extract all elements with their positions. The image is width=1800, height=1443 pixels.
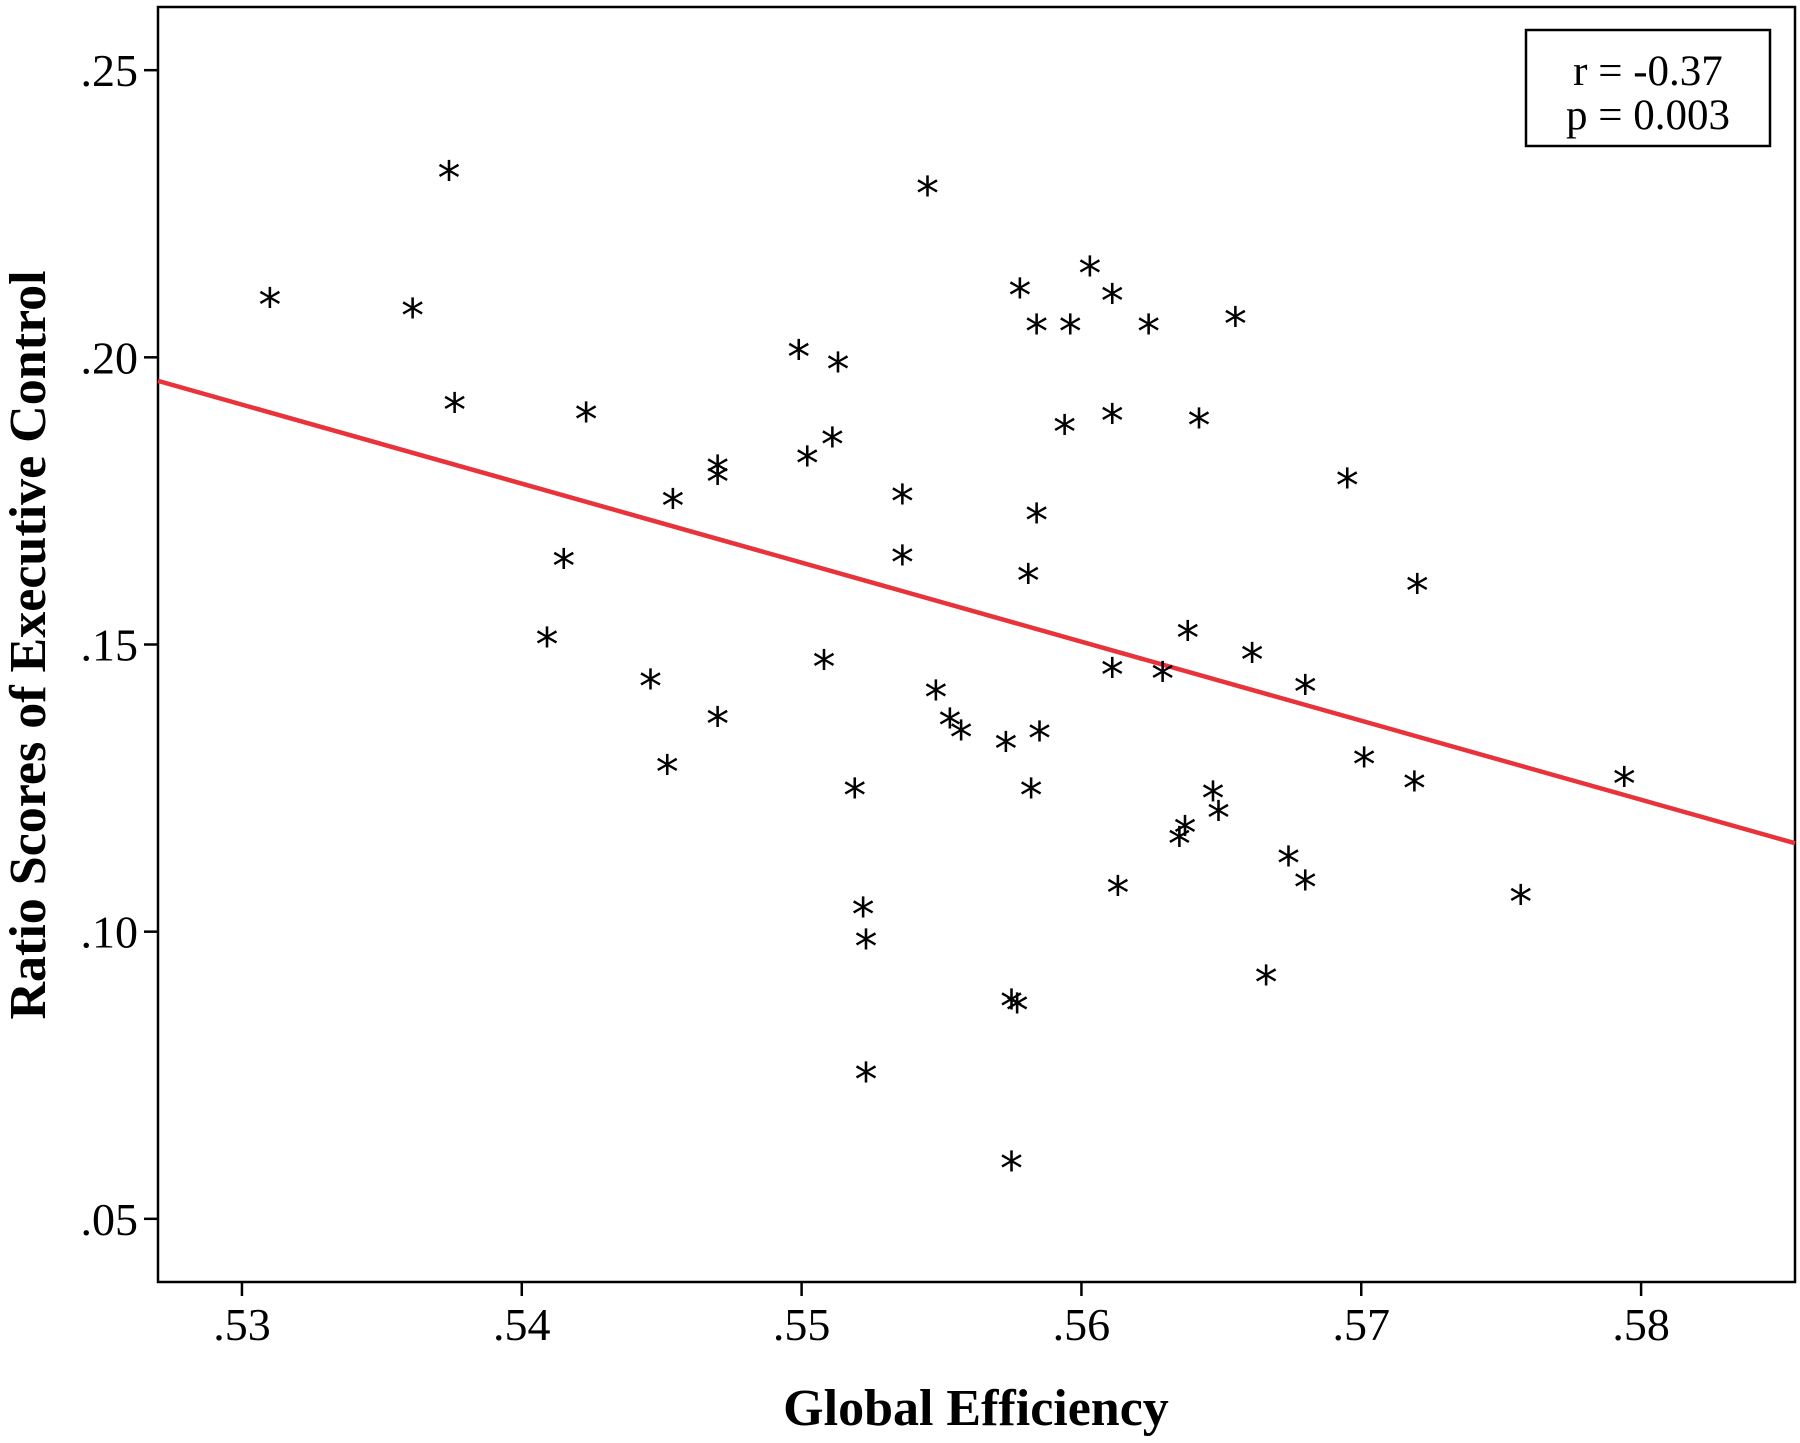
data-points: * *************************** ************… (258, 152, 1635, 1196)
data-point: * (1176, 612, 1199, 666)
data-point: * (1509, 875, 1532, 929)
y-tick-label: .15 (81, 620, 139, 671)
data-point: * (1277, 837, 1300, 891)
data-point: * (706, 697, 729, 751)
data-point: * (812, 640, 835, 694)
x-axis-title: Global Efficiency (783, 1380, 1169, 1437)
x-axis: .53 .54 .55 .56 .57 .58 (213, 1282, 1670, 1350)
data-point: * (821, 418, 844, 472)
data-point: * (1106, 867, 1129, 921)
data-point: * (924, 671, 947, 725)
data-point: * (706, 456, 729, 510)
data-point: * (1053, 406, 1076, 460)
data-point: * (1336, 459, 1359, 513)
data-point: * (575, 393, 598, 447)
data-point: * (1008, 269, 1031, 323)
data-point: * (438, 152, 461, 206)
data-point: * (891, 475, 914, 529)
data-point: * (1353, 738, 1376, 792)
correlation-r-text: r = -0.37 (1573, 48, 1723, 95)
stats-annotation: r = -0.37 p = 0.003 (1524, 28, 1772, 148)
data-point: * (552, 539, 575, 593)
data-point: * (938, 699, 961, 753)
data-point: * (1406, 565, 1429, 619)
data-point: * (843, 769, 866, 823)
data-point: * (916, 167, 939, 221)
data-point: * (1059, 305, 1082, 359)
data-point: * (1101, 648, 1124, 702)
data-point: * (1006, 984, 1029, 1038)
data-point: * (1187, 399, 1210, 453)
data-point: * (852, 888, 875, 942)
p-value-text: p = 0.003 (1566, 92, 1730, 139)
data-point: * (1173, 806, 1196, 860)
x-tick-label: .54 (493, 1299, 551, 1350)
x-tick-label: .57 (1333, 1299, 1391, 1350)
data-point: * (826, 343, 849, 397)
data-point: * (1241, 634, 1264, 688)
data-point: * (1028, 712, 1051, 766)
data-point: * (1025, 305, 1048, 359)
data-point: * (1294, 861, 1317, 915)
data-point: * (706, 446, 729, 500)
data-point: * (443, 384, 466, 438)
x-tick-label: .53 (213, 1299, 271, 1350)
data-point: * (258, 279, 281, 333)
data-point: * (950, 711, 973, 765)
x-tick-label: .55 (773, 1299, 831, 1350)
data-point: * (1224, 298, 1247, 352)
data-point: * (1255, 956, 1278, 1010)
data-point: * (1101, 395, 1124, 449)
y-tick-label: .10 (81, 907, 139, 958)
y-tick-label: .05 (81, 1194, 139, 1245)
data-point: * (1020, 769, 1043, 823)
data-point: * (1207, 792, 1230, 846)
y-axis: .05 .10 .15 .20 .25 (81, 45, 158, 1245)
y-axis-title: Ratio Scores of Executive Control (0, 270, 57, 1019)
x-tick-label: .58 (1612, 1299, 1670, 1350)
x-tick-label: .56 (1053, 1299, 1111, 1350)
data-point: * (1168, 817, 1191, 871)
data-point: * (796, 437, 819, 491)
data-point: * (535, 618, 558, 672)
data-point: * (639, 660, 662, 714)
data-point: * (1403, 762, 1426, 816)
data-point: * (994, 723, 1017, 777)
data-point: * (661, 480, 684, 534)
regression-line (157, 378, 1796, 846)
data-point: * (1101, 275, 1124, 329)
data-point: * (401, 289, 424, 343)
data-point: * (1137, 305, 1160, 359)
data-point: * (1201, 772, 1224, 826)
data-point: * (854, 920, 877, 974)
data-point: * (1017, 554, 1040, 608)
plot-frame (156, 5, 1797, 1284)
stats-box (1524, 28, 1772, 148)
data-point: * (1613, 758, 1636, 812)
y-tick-label: .20 (81, 332, 139, 383)
data-point: * (787, 330, 810, 384)
data-point: * (891, 536, 914, 590)
data-point: * (1000, 1142, 1023, 1196)
y-tick-label: .25 (81, 45, 139, 96)
data-point: * (1294, 666, 1317, 720)
data-point: * (1000, 980, 1023, 1034)
data-point: * (1151, 653, 1174, 707)
data-point: * (854, 1053, 877, 1107)
data-point: * (1078, 247, 1101, 301)
data-point: * (1025, 494, 1048, 548)
data-point: * (656, 746, 679, 800)
